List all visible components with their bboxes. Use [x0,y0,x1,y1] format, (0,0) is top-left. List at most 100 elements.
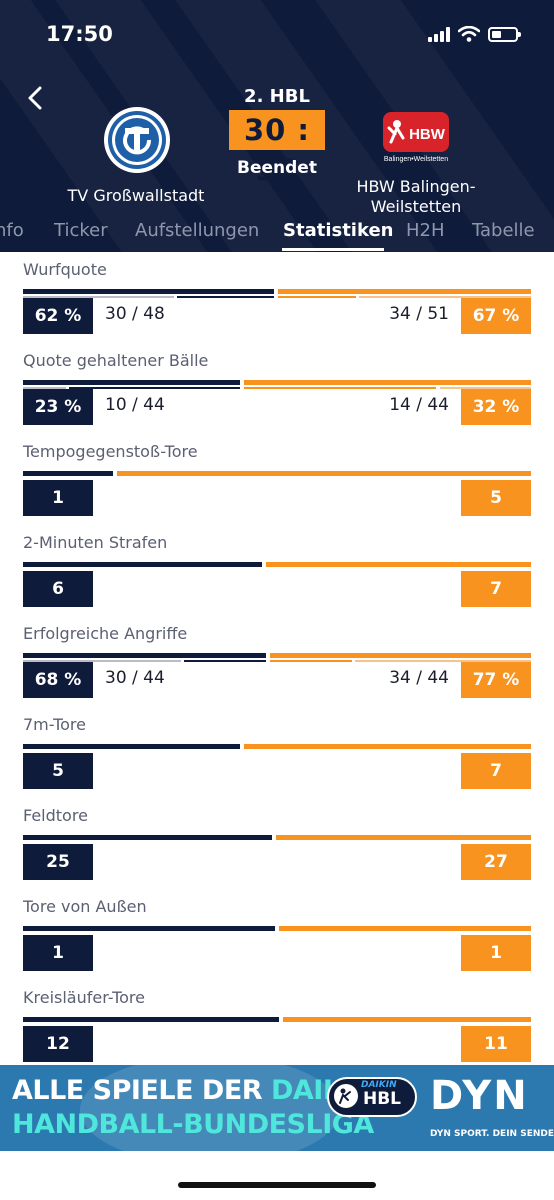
stat-row-erfolgreiche-angriffe: Erfolgreiche Angriffe 68 % 77 % 30 / 44 … [0,624,554,712]
stat-label: 7m-Tore [23,715,86,734]
ad-banner[interactable]: ALLE SPIELE DER DAIKIN HANDBALL-BUNDESLI… [0,1065,554,1151]
home-bar [23,380,240,385]
banner-background-shape [80,1065,340,1151]
away-ratio-bar-rest [440,387,531,389]
home-value: 12 [23,1026,93,1062]
tab-tabelle[interactable]: Tabelle [472,220,535,241]
away-value: 7 [461,571,531,607]
stat-row-kreislaeufer-tore: Kreisläufer-Tore 12 11 [0,988,554,1076]
stat-row-tempogegenstoss-tore: Tempogegenstoß-Tore 1 5 [0,442,554,530]
stat-row-feldtore: Feldtore 25 27 [0,806,554,894]
home-indicator[interactable] [178,1182,376,1188]
match-status: Beendet [237,158,317,178]
away-team-logo[interactable]: HBW Balingen•Weilstetten [381,112,451,164]
home-ratio-bar [23,296,174,298]
wifi-icon [458,26,480,42]
home-bar [23,289,274,294]
home-ratio-bar-rest [69,387,240,389]
away-bar [276,835,531,840]
status-icons [428,26,521,42]
home-ratio-bar-rest [184,660,266,662]
daikin-logo: DAIKIN [361,1080,397,1090]
final-score: 30 : 34 [229,110,325,187]
tab-info[interactable]: nfo [0,220,24,241]
away-bar [244,380,531,385]
away-ratio-bar [244,387,436,389]
home-count: 10 / 44 [105,395,165,415]
home-bar [23,926,275,931]
dyn-logo: DYN [430,1073,529,1119]
away-value: 1 [461,935,531,971]
hbl-logo-text: HBL [363,1089,402,1109]
stat-row-tore-von-aussen: Tore von Außen 1 1 [0,897,554,985]
home-count: 30 / 44 [105,668,165,688]
away-logo-subtext: Balingen•Weilstetten [384,156,448,163]
home-bar [23,1017,279,1022]
home-value: 23 % [23,389,93,425]
status-time: 17:50 [46,22,113,46]
away-ratio-bar [270,660,352,662]
away-team-name-line1: HBW Balingen- [356,177,476,196]
back-button[interactable] [24,84,48,112]
stat-row-quote-gehaltener-baelle: Quote gehaltener Bälle 23 % 32 % 10 / 44… [0,351,554,439]
home-bar [23,653,266,658]
banner-headline-line1: ALLE SPIELE DER DAIKIN [12,1075,375,1106]
banner-headline-line2: HANDBALL-BUNDESLIGA [12,1109,374,1140]
away-bar [283,1017,531,1022]
tab-statistiken[interactable]: Statistiken [283,220,394,241]
home-value: 25 [23,844,93,880]
away-value: 27 [461,844,531,880]
stat-row-wurfquote: Wurfquote 62 % 67 % 30 / 48 34 / 51 [0,260,554,348]
away-bar [117,471,531,476]
stat-row-2-minuten-strafen: 2-Minuten Strafen 6 7 [0,533,554,621]
stat-label: Erfolgreiche Angriffe [23,624,188,643]
away-team-name[interactable]: HBW Balingen- Weilstetten [346,177,486,217]
home-team-logo[interactable] [103,106,171,174]
home-ratio-bar-rest [177,296,274,298]
away-value: 32 % [461,389,531,425]
league-name: 2. HBL [244,86,310,107]
away-value: 67 % [461,298,531,334]
handball-icon [334,1084,358,1108]
home-value: 5 [23,753,93,789]
away-count: 34 / 44 [389,668,449,688]
match-header: 17:50 2. HBL 30 : 34 Beendet HBW Balinge… [0,0,554,252]
tab-h2h[interactable]: H2H [406,220,445,241]
home-ratio-bar [23,387,66,389]
away-value: 11 [461,1026,531,1062]
tab-ticker[interactable]: Ticker [54,220,108,241]
away-value: 5 [461,480,531,516]
away-ratio-bar [278,296,356,298]
tab-bar: nfo Ticker Aufstellungen Statistiken H2H… [0,216,554,252]
away-bar [244,744,531,749]
home-value: 68 % [23,662,93,698]
stat-label: 2-Minuten Strafen [23,533,168,552]
home-value: 62 % [23,298,93,334]
banner-text: ALLE SPIELE DER [12,1075,271,1106]
away-team-name-line2: Weilstetten [370,197,462,216]
home-value: 1 [23,935,93,971]
away-bar [278,289,531,294]
stat-label: Feldtore [23,806,88,825]
stat-row-7m-tore: 7m-Tore 5 7 [0,715,554,803]
away-count: 34 / 51 [389,304,449,324]
tab-aufstellungen[interactable]: Aufstellungen [135,220,260,241]
home-bar [23,744,240,749]
away-ratio-bar-rest [359,296,531,298]
home-value: 6 [23,571,93,607]
stat-label: Quote gehaltener Bälle [23,351,209,370]
away-bar [270,653,531,658]
away-count: 14 / 44 [389,395,449,415]
active-tab-indicator [282,248,384,251]
home-bar [23,835,272,840]
stat-label: Kreisläufer-Tore [23,988,145,1007]
away-value: 7 [461,753,531,789]
stat-label: Wurfquote [23,260,107,279]
home-team-name[interactable]: TV Großwallstadt [67,186,205,205]
away-bar [266,562,531,567]
dyn-slogan: DYN SPORT. DEIN SENDER. [430,1129,554,1139]
home-count: 30 / 48 [105,304,165,324]
away-bar [279,926,531,931]
away-ratio-bar-rest [355,660,531,662]
home-bar [23,562,262,567]
